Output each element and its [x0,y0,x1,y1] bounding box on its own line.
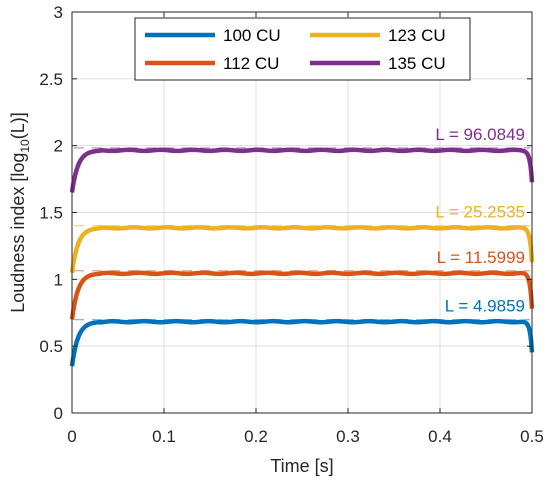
series-annotation: L = 96.0849 [435,125,525,144]
y-axis-label: Loudness index [log10(L)] [8,112,32,312]
series-lines [69,147,535,367]
series-annotation: L = 4.9859 [445,297,525,316]
y-tick-label: 1 [54,270,63,289]
legend-box [134,17,471,81]
y-tick-label: 0 [54,404,63,423]
series-line [69,270,535,320]
legend-label: 100 CU [223,26,281,45]
legend-label: 123 CU [388,26,446,45]
y-tick-label: 0.5 [39,337,63,356]
series-line [69,318,535,367]
y-tick-label: 2.5 [39,70,63,89]
series-line [69,225,535,273]
annotations: L = 4.9859 L = 11.5999 L = 25.2535 L = 96.0… [435,125,525,316]
reference-dashes [74,147,530,321]
x-axis-label: Time [s] [270,456,333,476]
series-annotation: L = 25.2535 [435,203,525,222]
y-axis-label-main: Loudness index [log [8,153,28,313]
legend-label: 112 CU [223,54,279,73]
y-ticks: 0 0.5 1 1.5 2 2.5 3 [39,3,532,423]
legend-label: 135 CU [388,54,446,73]
x-tick-label: 0.5 [520,427,544,446]
x-tick-label: 0.1 [152,427,176,446]
y-tick-label: 3 [54,3,63,22]
x-ticks: 0 0.1 0.2 0.3 0.4 0.5 [67,12,544,446]
y-tick-label: 2 [54,137,63,156]
x-tick-label: 0.2 [244,427,268,446]
x-tick-label: 0.4 [428,427,452,446]
series-annotation: L = 11.5999 [437,248,525,267]
series-line [69,147,535,193]
y-axis-label-sub: 10 [18,139,32,153]
x-tick-label: 0.3 [336,427,360,446]
y-axis-label-tail: (L)] [8,112,28,139]
y-tick-label: 1.5 [39,204,63,223]
x-tick-label: 0 [67,427,76,446]
legend: 100 CU 123 CU 112 CU 135 CU [134,17,471,81]
